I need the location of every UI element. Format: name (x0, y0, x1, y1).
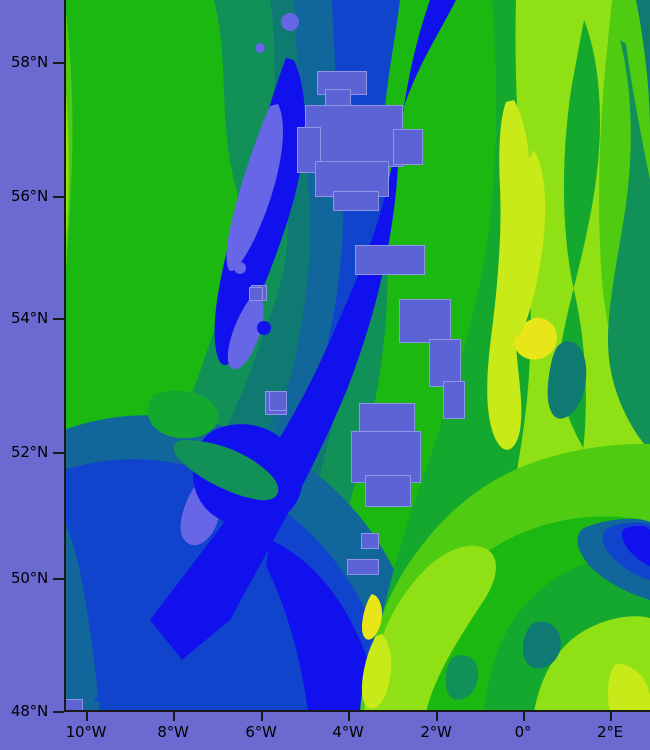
level0-minimum-b (227, 296, 264, 370)
x-tick-mark-4 (436, 712, 438, 721)
blue-speckle-a (257, 321, 271, 335)
y-tick-label-4: 50°N (10, 569, 48, 587)
y-tick-mark-3 (53, 452, 64, 454)
y-tick-label-0: 58°N (10, 53, 48, 71)
band-teal-south-pocket2 (445, 655, 479, 700)
land-patch-scotland-main (306, 106, 402, 166)
land-patch-northern-england (356, 246, 424, 274)
land-patch-islay (250, 288, 262, 300)
x-tick-mark-2 (261, 712, 263, 721)
land-patch-scotland-south (316, 162, 388, 196)
x-tick-mark-3 (348, 712, 350, 721)
band-blue-core-nw (150, 0, 456, 660)
band-teal-east-pocket (547, 341, 587, 419)
x-tick-label-5: 0° (514, 723, 532, 741)
level0-minimum-a (226, 104, 283, 272)
x-tick-mark-1 (173, 712, 175, 721)
y-tick-label-1: 56°N (10, 187, 48, 205)
x-tick-mark-6 (610, 712, 612, 721)
land-patch-scotland-north (318, 72, 366, 94)
contour-field-svg (64, 0, 650, 712)
land-patch-scotland-west (298, 128, 320, 172)
yellow-max-se (608, 664, 650, 712)
land-patch-cornwall (362, 534, 378, 548)
level0-minimum-d (281, 13, 299, 31)
land-patch-england-mid (430, 340, 460, 386)
y-tick-mark-1 (53, 196, 64, 198)
land-patch-scotland-east (394, 130, 422, 164)
band-teal-ne-edge (636, 0, 650, 130)
y-tick-label-5: 48°N (10, 702, 48, 720)
y-tick-mark-0 (53, 62, 64, 64)
blue-speckle-b (234, 262, 246, 274)
x-tick-mark-0 (86, 712, 88, 721)
band-lime-south-a (364, 545, 496, 712)
y-tick-label-3: 52°N (10, 443, 48, 461)
land-patch-england-north (400, 300, 450, 342)
yellow-max-channel-b (362, 594, 382, 640)
land-patch-hebrides (270, 392, 286, 410)
land-patch-england-east (444, 382, 464, 418)
x-tick-mark-5 (523, 712, 525, 721)
band-dark-green-ne-2 (608, 40, 650, 450)
land-patch-bottom-corner (64, 700, 82, 712)
y-tick-mark-4 (53, 578, 64, 580)
yellow-max-north-sea (487, 100, 530, 450)
y-tick-mark-2 (53, 318, 64, 320)
yellow-max-channel (361, 634, 392, 709)
band-teal-south-pocket (522, 621, 561, 669)
land-patch-scotland-neck (326, 90, 350, 110)
contour-bands (64, 0, 650, 712)
y-tick-mark-5 (53, 711, 64, 713)
x-tick-label-4: 2°W (420, 723, 452, 741)
yellow-max-ne-strip (510, 150, 546, 339)
x-tick-label-2: 6°W (245, 723, 277, 741)
x-tick-label-1: 8°W (157, 723, 189, 741)
contour-map-plot-area[interactable] (64, 0, 650, 712)
yellow-max-point (514, 317, 557, 360)
accent-green-shelf2 (173, 440, 279, 501)
land-patch-borders (334, 192, 378, 210)
land-patch-england-south (352, 432, 420, 482)
x-tick-label-0: 10°W (65, 723, 107, 741)
x-tick-label-3: 4°W (332, 723, 364, 741)
y-tick-label-2: 54°N (10, 309, 48, 327)
x-tick-label-6: 2°E (597, 723, 623, 741)
land-patch-england-southwest (366, 476, 410, 506)
level0-minimum-e (255, 43, 265, 53)
band-blue-ne-core (621, 525, 650, 566)
land-patch-south-coast (348, 560, 378, 574)
accent-green-shelf (148, 390, 219, 439)
band-blue-lower-west (266, 540, 380, 712)
